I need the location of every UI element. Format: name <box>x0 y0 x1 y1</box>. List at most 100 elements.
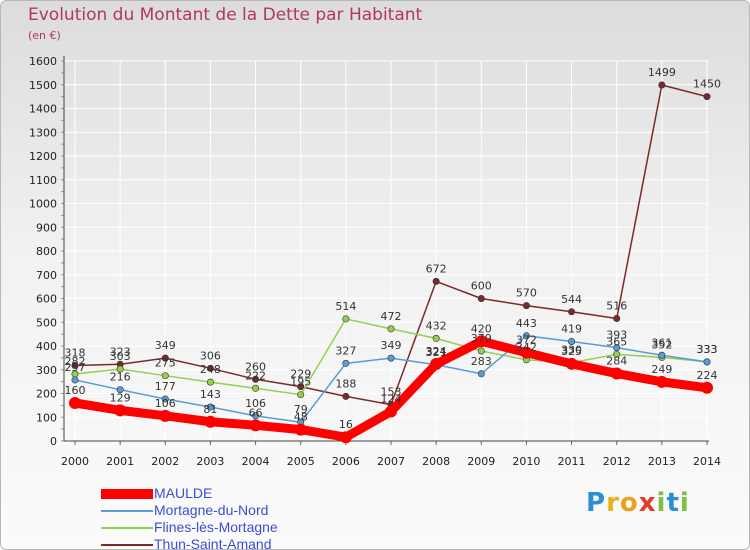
legend-label: Mortagne-du-Nord <box>154 502 269 518</box>
x-tick-label: 2002 <box>151 455 179 468</box>
data-label: 106 <box>155 397 176 410</box>
data-label: 16 <box>339 418 353 431</box>
y-tick-label: 600 <box>36 293 57 306</box>
data-point <box>71 376 79 384</box>
y-tick-label: 500 <box>36 316 57 329</box>
x-tick-label: 2010 <box>512 455 540 468</box>
legend-label: Flines-lès-Mortagne <box>154 519 278 535</box>
data-point <box>432 334 440 342</box>
data-point <box>342 392 350 400</box>
legend-label: Thun-Saint-Amand <box>154 536 272 550</box>
legend-swatch <box>101 509 153 512</box>
data-point <box>430 358 443 371</box>
data-point <box>387 325 395 333</box>
data-point <box>703 93 711 101</box>
data-point <box>116 365 124 373</box>
data-point <box>520 346 533 359</box>
data-point <box>294 423 307 436</box>
data-label: 514 <box>335 300 356 313</box>
data-label: 472 <box>381 310 402 323</box>
data-point <box>613 344 621 352</box>
data-point <box>522 302 530 310</box>
x-tick-label: 2004 <box>242 455 270 468</box>
data-label: 306 <box>200 349 221 362</box>
data-point <box>204 415 217 428</box>
x-tick-label: 2005 <box>287 455 315 468</box>
data-point <box>658 81 666 89</box>
data-point <box>432 277 440 285</box>
x-tick-label: 2007 <box>377 455 405 468</box>
y-tick-label: 900 <box>36 221 57 234</box>
y-tick-label: 100 <box>36 411 57 424</box>
data-label: 66 <box>249 406 263 419</box>
data-label: 361 <box>651 336 672 349</box>
data-point <box>613 314 621 322</box>
data-point <box>252 375 260 383</box>
data-point <box>477 294 485 302</box>
data-label: 372 <box>516 334 537 347</box>
data-label: 516 <box>606 299 627 312</box>
data-label: 224 <box>697 369 718 382</box>
y-tick-label: 700 <box>36 269 57 282</box>
data-point <box>658 351 666 359</box>
data-label: 248 <box>200 363 221 376</box>
data-point <box>655 375 668 388</box>
data-label: 672 <box>426 262 447 275</box>
data-label: 257 <box>65 361 86 374</box>
data-point <box>610 367 623 380</box>
data-label: 352 <box>651 338 672 351</box>
x-tick-label: 2012 <box>603 455 631 468</box>
y-tick-label: 1500 <box>29 79 57 92</box>
x-tick-label: 2001 <box>106 455 134 468</box>
data-point <box>71 361 79 369</box>
data-label: 342 <box>516 341 537 354</box>
y-tick-label: 400 <box>36 340 57 353</box>
x-tick-label: 2009 <box>467 455 495 468</box>
data-point <box>252 412 260 420</box>
data-label: 321 <box>426 346 447 359</box>
data-label: 195 <box>290 376 311 389</box>
data-point <box>206 364 214 372</box>
data-label: 443 <box>516 317 537 330</box>
data-point <box>161 372 169 380</box>
data-label: 216 <box>110 371 131 384</box>
data-label: 284 <box>606 355 627 368</box>
y-tick-label: 1300 <box>29 126 57 139</box>
data-label: 229 <box>290 368 311 381</box>
legend-label: MAULDE <box>154 485 213 501</box>
chart-title: Evolution du Montant de la Dette par Hab… <box>28 5 423 25</box>
data-point <box>297 383 305 391</box>
data-label: 275 <box>155 357 176 370</box>
data-point <box>565 357 578 370</box>
data-label: 79 <box>294 403 308 416</box>
data-label: 330 <box>561 344 582 357</box>
y-tick-label: 1000 <box>29 198 57 211</box>
data-label: 160 <box>65 384 86 397</box>
data-label: 323 <box>110 345 131 358</box>
data-point <box>342 359 350 367</box>
x-tick-label: 2006 <box>332 455 360 468</box>
data-point <box>385 405 397 418</box>
y-tick-label: 300 <box>36 364 57 377</box>
data-label: 143 <box>200 388 221 401</box>
data-point <box>161 395 169 403</box>
data-label: 282 <box>65 355 86 368</box>
data-label: 349 <box>381 339 402 352</box>
proxiti-logo: Proxiti <box>586 488 690 518</box>
data-point <box>339 431 352 444</box>
data-point <box>703 358 711 366</box>
data-label: 81 <box>203 403 217 416</box>
chart-subtitle: (en €) <box>28 29 61 42</box>
data-label: 333 <box>697 343 718 356</box>
data-point <box>568 308 576 316</box>
data-label: 432 <box>426 319 447 332</box>
data-label: 420 <box>471 322 492 335</box>
data-point <box>342 315 350 323</box>
data-label: 188 <box>335 377 356 390</box>
data-label: 249 <box>651 363 672 376</box>
x-tick-label: 2013 <box>648 455 676 468</box>
data-label: 393 <box>606 329 627 342</box>
data-label: 570 <box>516 287 537 300</box>
data-point <box>114 404 127 417</box>
y-tick-label: 200 <box>36 388 57 401</box>
